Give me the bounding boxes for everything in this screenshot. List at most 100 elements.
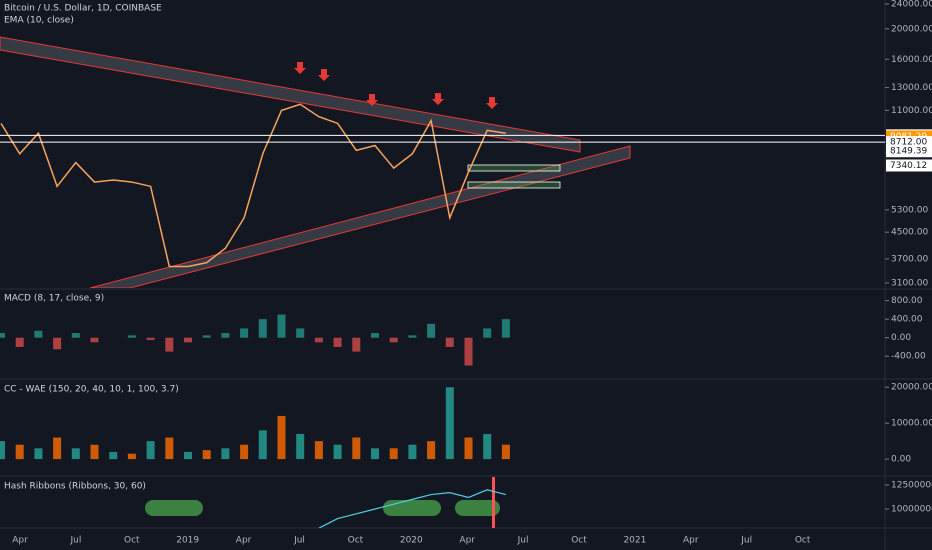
price-pane [0, 103, 507, 268]
y-tick-label: 20000.00 [891, 24, 932, 34]
macd-bar [146, 337, 155, 341]
macd-bar [165, 337, 174, 352]
y-tick-label: 0.00 [891, 333, 911, 343]
level-box [886, 159, 932, 172]
x-tick-label: Jul [293, 536, 305, 546]
level-label: 8712.00 [890, 138, 927, 148]
wae-bar [445, 387, 454, 460]
drawings [0, 36, 631, 288]
wae-bar [464, 437, 473, 460]
y-tick-label: 16000.00 [891, 55, 932, 65]
macd-bar [90, 337, 99, 343]
macd-bar [483, 328, 492, 338]
macd-bar [277, 314, 286, 338]
y-tick-label: 20000.00 [891, 383, 932, 393]
wae-bar [165, 437, 174, 460]
x-tick-label: Apr [12, 536, 28, 546]
level-label: 7340.12 [890, 161, 927, 171]
macd-bar [15, 337, 24, 347]
x-tick-label: 2021 [623, 536, 646, 546]
x-tick-label: Oct [348, 536, 364, 546]
price-line [0, 103, 507, 268]
wae-bar [296, 433, 305, 460]
x-tick-label: 2019 [176, 536, 199, 546]
macd-bar [202, 335, 211, 338]
macd-bar [127, 335, 136, 338]
wae-bar [258, 430, 267, 460]
wae-title: CC - WAE (150, 20, 40, 10, 1, 100, 3.7) [4, 385, 179, 395]
macd-bar [464, 337, 473, 366]
macd-bar [34, 330, 43, 338]
wae-bar [0, 441, 5, 460]
macd-bar [53, 337, 62, 350]
macd-bar [258, 319, 267, 338]
macd-bar [296, 328, 305, 338]
hash-pane [318, 489, 507, 528]
macd-bar [314, 337, 323, 343]
macd-bar [0, 333, 5, 338]
macd-bar [445, 337, 454, 347]
wae-bar [371, 448, 379, 460]
x-tick-label: Apr [459, 536, 475, 546]
macd-bar [221, 333, 230, 338]
wae-bar [483, 433, 492, 460]
x-tick-label: Oct [795, 536, 811, 546]
hash-line [318, 489, 507, 528]
y-tick-label: 400.00 [891, 315, 923, 325]
x-tick-label: Jul [740, 536, 752, 546]
macd-bar [352, 337, 361, 352]
macd-bar [389, 337, 398, 343]
wae-bar [202, 450, 211, 460]
y-tick-label: 10000.00 [891, 419, 932, 429]
x-tick-label: Oct [571, 536, 587, 546]
y-tick-label: 125000000.00 [891, 480, 932, 490]
macd-bar [408, 335, 417, 338]
wae-bar [240, 444, 249, 460]
wae-bar [109, 451, 118, 460]
level-label: 8149.39 [890, 147, 927, 157]
indicator-title: EMA (10, close) [4, 16, 74, 26]
hash-title: Hash Ribbons (Ribbons, 30, 60) [4, 482, 146, 492]
wae-bar [501, 444, 510, 460]
x-tick-label: Apr [236, 536, 252, 546]
wae-bar [277, 415, 286, 460]
y-tick-label: 24000.00 [891, 0, 932, 10]
y-tick-label: 11000.00 [891, 106, 932, 116]
y-tick-label: 4500.00 [891, 228, 928, 238]
macd-title: MACD (8, 17, close, 9) [4, 294, 104, 304]
wae-bar [184, 451, 192, 460]
wae-bar [352, 437, 361, 460]
macd-bar [184, 337, 192, 343]
macd-bar [501, 319, 510, 338]
x-tick-label: Oct [124, 536, 140, 546]
macd-bar [427, 323, 436, 338]
y-tick-label: 100000000.00 [891, 504, 932, 514]
wae-bar [314, 441, 323, 460]
macd-bar [371, 333, 379, 338]
y-tick-label: 800.00 [891, 296, 923, 306]
wae-bar [15, 444, 24, 460]
wae-bar [127, 453, 136, 460]
x-tick-label: Jul [69, 536, 81, 546]
macd-bar [240, 328, 249, 338]
y-tick-label: 5300.00 [891, 205, 928, 215]
ribbon-icons [145, 477, 500, 528]
level-box [886, 145, 932, 158]
wae-bar [34, 448, 43, 460]
x-tick-label: 2020 [400, 536, 423, 546]
y-tick-label: -400.00 [891, 352, 926, 362]
chart-title: Bitcoin / U.S. Dollar, 1D, COINBASE [4, 4, 162, 14]
wae-bar [90, 444, 99, 460]
y-tick-label: 0.00 [891, 455, 911, 465]
macd-bar [333, 337, 342, 347]
level-box [886, 136, 932, 149]
macd-bar [71, 333, 80, 338]
x-tick-label: Apr [683, 536, 699, 546]
wae-bar [333, 444, 342, 460]
wae-bar [53, 437, 62, 460]
wae-bar [146, 441, 155, 460]
y-tick-label: 13000.00 [891, 83, 932, 93]
wae-bar [221, 448, 230, 460]
